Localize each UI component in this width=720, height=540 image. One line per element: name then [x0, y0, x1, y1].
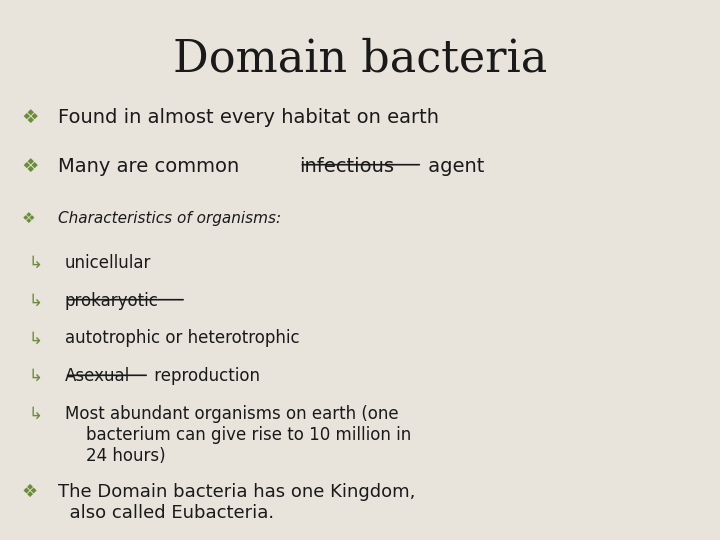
- Text: ↳: ↳: [29, 292, 42, 309]
- Text: unicellular: unicellular: [65, 254, 151, 272]
- Text: ↳: ↳: [29, 329, 42, 347]
- Text: agent: agent: [422, 157, 485, 176]
- Text: Many are common: Many are common: [58, 157, 245, 176]
- Text: The Domain bacteria has one Kingdom,
  also called Eubacteria.: The Domain bacteria has one Kingdom, als…: [58, 483, 415, 522]
- Text: ↳: ↳: [29, 405, 42, 423]
- Text: ❖: ❖: [22, 211, 35, 226]
- Text: infectious: infectious: [300, 157, 395, 176]
- Text: Found in almost every habitat on earth: Found in almost every habitat on earth: [58, 108, 438, 127]
- Text: ↳: ↳: [29, 367, 42, 385]
- Text: Characteristics of organisms:: Characteristics of organisms:: [58, 211, 281, 226]
- Text: reproduction: reproduction: [149, 367, 260, 385]
- Text: autotrophic or heterotrophic: autotrophic or heterotrophic: [65, 329, 300, 347]
- Text: ❖: ❖: [22, 108, 39, 127]
- Text: prokaryotic: prokaryotic: [65, 292, 158, 309]
- Text: Most abundant organisms on earth (one
    bacterium can give rise to 10 million : Most abundant organisms on earth (one ba…: [65, 405, 411, 464]
- Text: ❖: ❖: [22, 157, 39, 176]
- Text: ↳: ↳: [29, 254, 42, 272]
- Text: ❖: ❖: [22, 483, 37, 501]
- Text: Domain bacteria: Domain bacteria: [173, 38, 547, 81]
- Text: Asexual: Asexual: [65, 367, 130, 385]
